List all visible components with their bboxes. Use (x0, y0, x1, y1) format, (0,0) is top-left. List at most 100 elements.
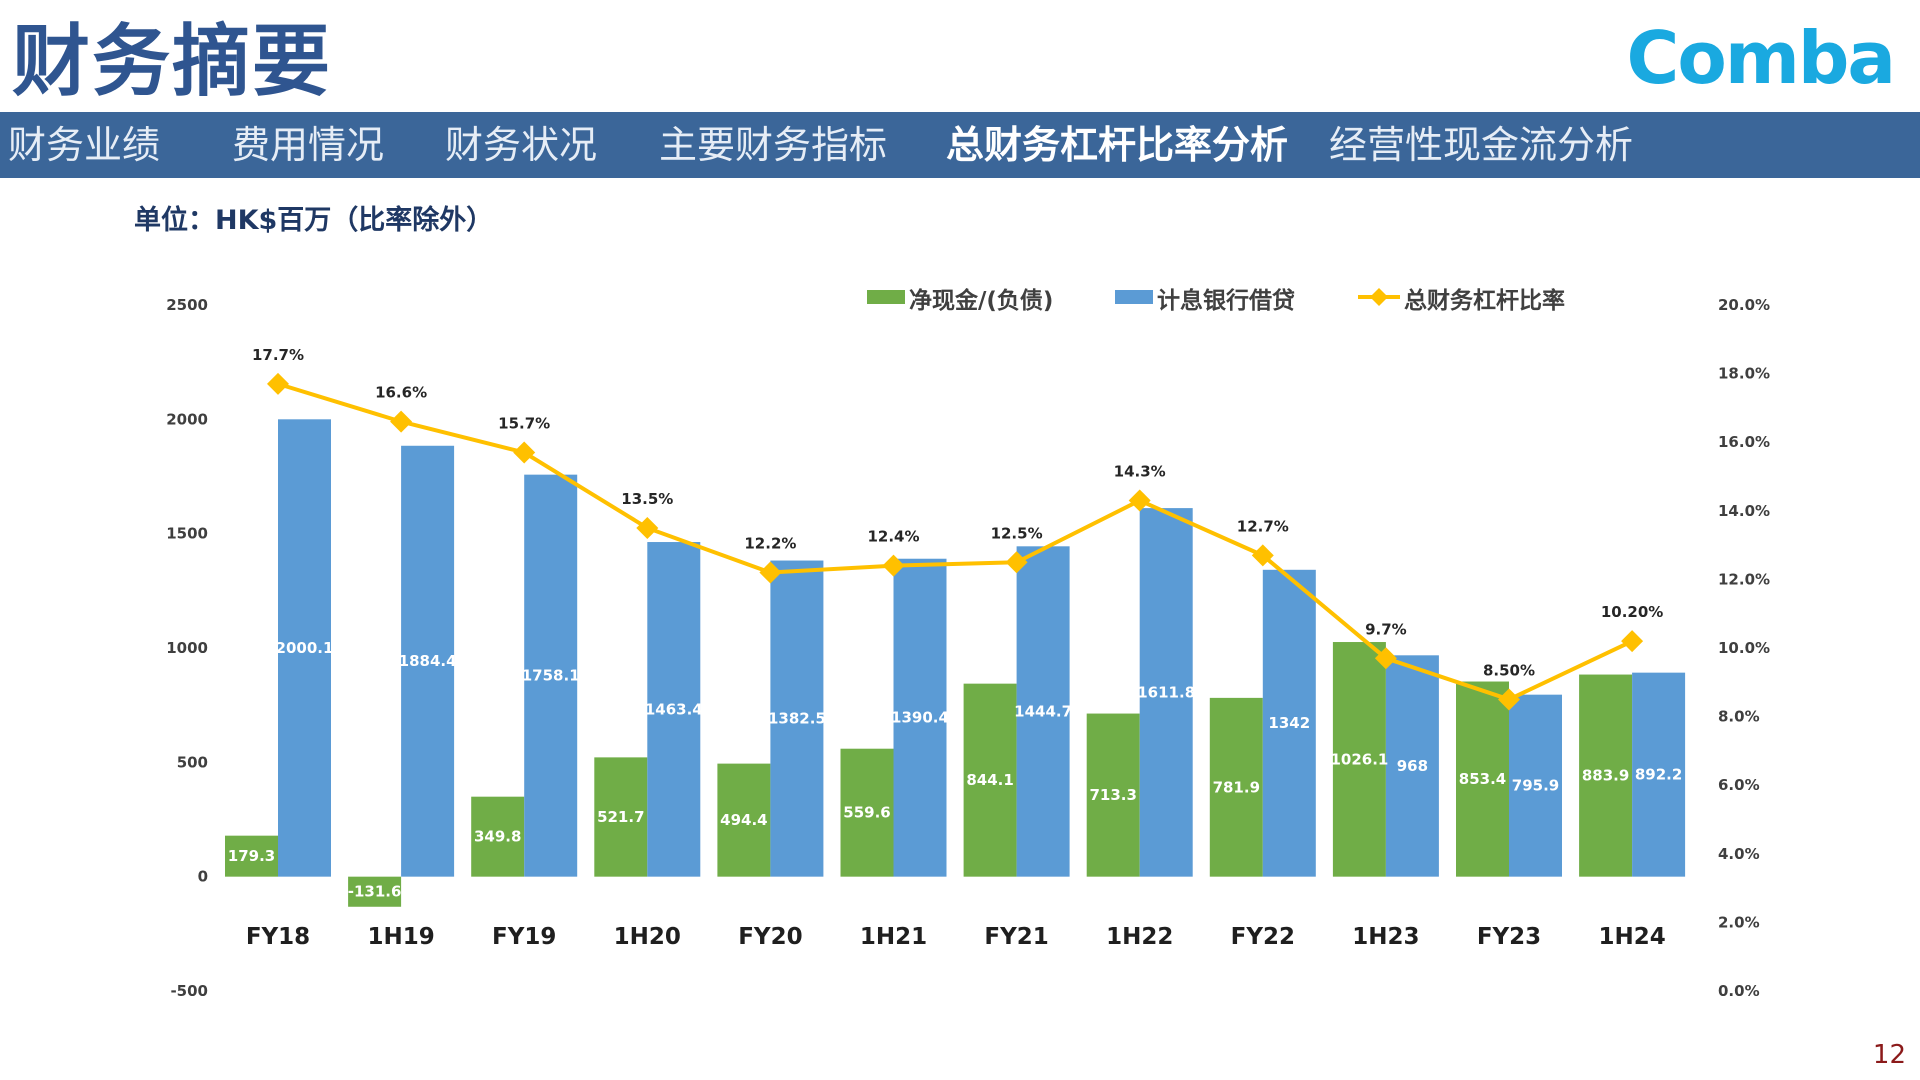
bank-loan-label: 2000.1 (276, 639, 334, 657)
gearing-ratio-label: 12.4% (867, 528, 919, 546)
gearing-ratio-label: 10.20% (1601, 603, 1663, 621)
page-number: 12 (1872, 1040, 1906, 1070)
category-label: 1H19 (367, 924, 434, 950)
net-cash-label: 844.1 (966, 771, 1013, 789)
bank-loan-label: 1382.5 (768, 710, 826, 728)
net-cash-bar (963, 683, 1017, 877)
net-cash-label: 179.3 (228, 847, 275, 865)
bank-loan-label: 1758.1 (522, 667, 580, 685)
net-cash-bar (1579, 674, 1633, 877)
right-axis-tick: 16.0% (1718, 433, 1770, 451)
gearing-ratio-marker (1251, 544, 1274, 567)
gearing-ratio-marker (513, 441, 536, 464)
bank-loan-bar (524, 474, 578, 877)
net-cash-bar (1086, 713, 1140, 877)
net-cash-label: 349.8 (474, 828, 521, 846)
gearing-ratio-label: 12.2% (744, 535, 796, 553)
bank-loan-bar (893, 558, 947, 877)
bank-loan-bar (1262, 569, 1316, 877)
category-label: 1H23 (1352, 924, 1419, 950)
net-cash-bar (1209, 697, 1263, 877)
left-axis-tick: 500 (177, 753, 208, 771)
net-cash-label: 883.9 (1582, 767, 1629, 785)
legend-net-cash-swatch (867, 290, 905, 304)
net-cash-label: 781.9 (1213, 778, 1260, 796)
gearing-ratio-marker (1128, 489, 1151, 512)
gearing-ratio-label: 17.7% (252, 346, 304, 364)
left-axis-tick: 0 (198, 868, 208, 886)
category-label: FY19 (492, 924, 556, 950)
net-cash-bar (840, 748, 894, 877)
bank-loan-label: 1342 (1268, 714, 1310, 732)
net-cash-bar (1332, 642, 1386, 877)
left-axis-tick: -500 (170, 982, 208, 1000)
bank-loan-bar (1385, 655, 1439, 877)
bank-loan-label: 1463.4 (645, 700, 703, 718)
tab-expenses[interactable]: 费用情况 (232, 123, 385, 167)
gearing-ratio-marker (882, 554, 905, 577)
page-title: 财务摘要 (12, 17, 333, 107)
category-label: FY21 (984, 924, 1048, 950)
bank-loan-bar (1016, 546, 1070, 877)
tab-financial-position[interactable]: 财务状况 (445, 123, 598, 167)
right-axis-tick: 8.0% (1718, 708, 1760, 726)
unit-label: 单位：HK$百万（比率除外） (134, 205, 494, 236)
legend-net-cash-label: 净现金/(负债) (909, 287, 1053, 314)
gearing-ratio-marker (1005, 551, 1028, 574)
gearing-ratio-label: 9.7% (1365, 620, 1407, 638)
gearing-ratio-label: 8.50% (1483, 661, 1535, 679)
right-axis-tick: 14.0% (1718, 502, 1770, 520)
gearing-ratio-marker (1374, 647, 1397, 670)
bank-loan-label: 1884.4 (399, 652, 457, 670)
gearing-ratio-marker (759, 561, 782, 584)
tab-financial-results[interactable]: 财务业绩 (8, 123, 161, 167)
gearing-ratio-label: 16.6% (375, 384, 427, 402)
gearing-ratio-label: 15.7% (498, 414, 550, 432)
bank-loan-label: 892.2 (1635, 766, 1682, 784)
right-axis-tick: 20.0% (1718, 296, 1770, 314)
tab-key-indicators[interactable]: 主要财务指标 (659, 123, 888, 167)
tab-operating-cashflow[interactable]: 经营性现金流分析 (1329, 123, 1634, 167)
left-axis-tick: 1500 (166, 525, 208, 543)
net-cash-label: 713.3 (1089, 786, 1136, 804)
legend-bank-loan-swatch (1115, 290, 1153, 304)
category-label: 1H20 (614, 924, 681, 950)
bank-loan-bar (401, 445, 455, 877)
bank-loan-bar (278, 419, 331, 877)
left-axis-tick: 2500 (166, 296, 208, 314)
net-cash-bar (348, 876, 402, 907)
legend-bank-loan-label: 计息银行借贷 (1157, 287, 1295, 314)
gearing-ratio-line (277, 381, 1633, 702)
net-cash-bar (225, 835, 278, 877)
net-cash-label: 853.4 (1459, 770, 1506, 788)
gearing-ratio-marker (636, 516, 659, 539)
right-axis-tick: 6.0% (1718, 776, 1760, 794)
gearing-ratio-marker (267, 372, 289, 395)
bank-loan-bar (1632, 672, 1686, 877)
net-cash-bar (594, 757, 648, 877)
legend-ratio-marker (1370, 288, 1388, 306)
category-label: 1H22 (1106, 924, 1173, 950)
gearing-ratio-marker (1621, 630, 1644, 653)
net-cash-bar (1456, 681, 1509, 877)
bank-loan-bar (647, 542, 701, 877)
nav-bar: 财务业绩 费用情况 财务状况 主要财务指标 总财务杠杆比率分析 经营性现金流分析 (0, 112, 1920, 178)
right-axis-tick: 12.0% (1718, 570, 1770, 588)
bank-loan-bar (770, 560, 824, 877)
category-label: FY18 (246, 924, 310, 950)
bank-loan-label: 1444.7 (1014, 702, 1072, 720)
category-label: 1H21 (860, 924, 927, 950)
tab-gearing-ratio[interactable]: 总财务杠杆比率分析 (946, 123, 1289, 167)
gearing-ratio-label: 14.3% (1114, 463, 1166, 481)
gearing-ratio-label: 13.5% (621, 490, 673, 508)
net-cash-bar (471, 796, 525, 877)
left-axis-tick: 2000 (166, 410, 208, 428)
bank-loan-label: 968 (1397, 757, 1428, 775)
gearing-ratio-marker (390, 410, 413, 433)
net-cash-label: 494.4 (720, 811, 767, 829)
bank-loan-label: 1611.8 (1137, 683, 1195, 701)
bank-loan-bar (1509, 694, 1562, 877)
legend-ratio-label: 总财务杠杆比率 (1404, 287, 1565, 314)
bank-loan-bar (1139, 508, 1193, 877)
gearing-ratio-marker (1498, 688, 1520, 711)
